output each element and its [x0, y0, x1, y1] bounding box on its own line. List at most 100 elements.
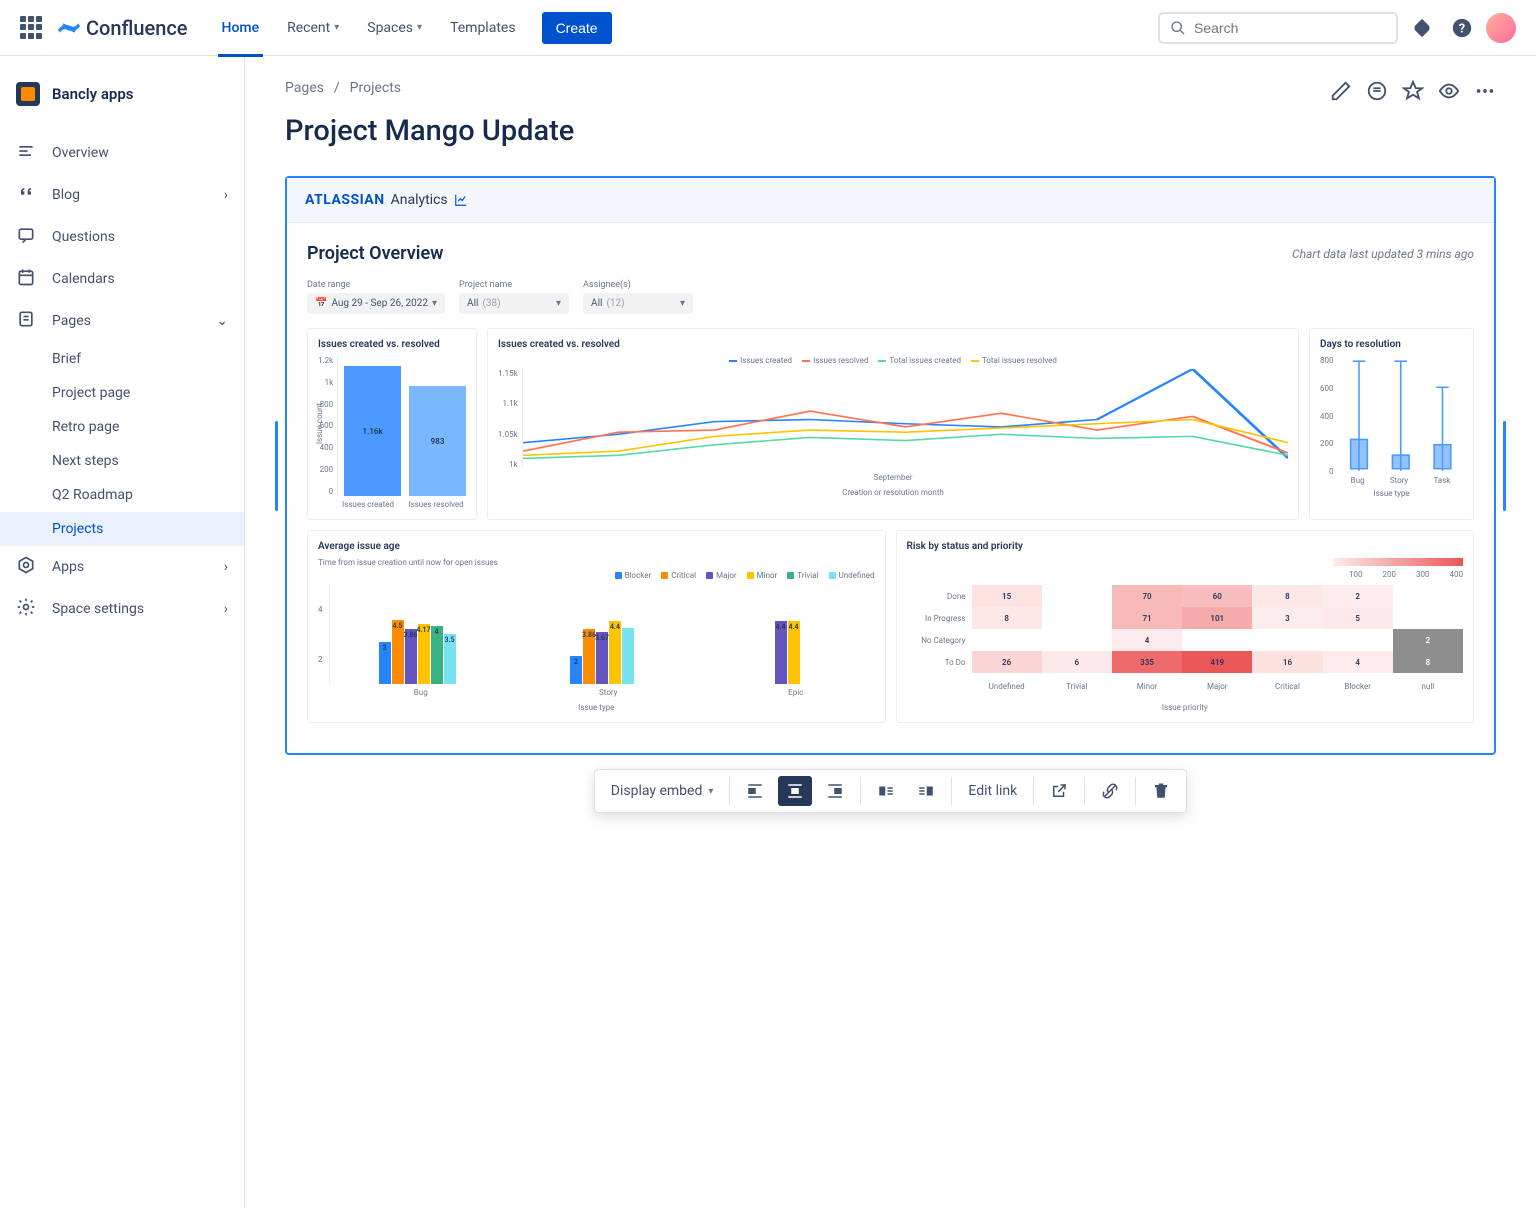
heat-cell: 16 — [1252, 651, 1322, 673]
analytics-label: Analytics — [391, 192, 448, 208]
heat-cell — [1042, 629, 1112, 651]
logo-text: Confluence — [86, 16, 188, 40]
align-left-button[interactable] — [738, 776, 772, 806]
bar-chart-card: Issues created vs. resolved 1.2k1k800600… — [307, 328, 477, 520]
sidebar-item-calendars[interactable]: Calendars — [0, 258, 244, 300]
boxplot-svg — [1338, 356, 1464, 476]
sidebar-page-brief[interactable]: Brief — [0, 342, 244, 376]
date-filter[interactable]: 📅 Aug 29 - Sep 26, 2022▾ — [307, 293, 445, 314]
search-box[interactable] — [1158, 12, 1398, 44]
age-chart-sub: Time from issue creation until now for o… — [318, 558, 875, 567]
breadcrumb: Pages / Projects — [285, 80, 574, 96]
search-input[interactable] — [1194, 20, 1386, 36]
help-icon[interactable]: ? — [1446, 12, 1478, 44]
app-switcher-icon[interactable] — [20, 16, 44, 40]
sidebar-item-blog[interactable]: Blog› — [0, 174, 244, 216]
sidebar-page-next-steps[interactable]: Next steps — [0, 444, 244, 478]
heat-cell: 71 — [1112, 607, 1182, 629]
line-chart-svg — [522, 369, 1288, 469]
sidebar-item-space-settings[interactable]: Space settings› — [0, 588, 244, 630]
assignee-filter[interactable]: All (12)▾ — [583, 293, 693, 314]
sidebar-page-projects[interactable]: Projects — [0, 512, 244, 546]
project-filter-label: Project name — [459, 280, 569, 290]
breadcrumb-pages[interactable]: Pages — [285, 80, 324, 96]
heat-cell: 101 — [1182, 607, 1252, 629]
heat-cell: 4 — [1323, 651, 1393, 673]
bar-chart-title: Issues created vs. resolved — [318, 339, 466, 350]
nav-links: Home Recent▾ Spaces▾ Templates Create — [210, 12, 612, 44]
sidebar-page-q2-roadmap[interactable]: Q2 Roadmap — [0, 478, 244, 512]
delete-button[interactable] — [1144, 776, 1178, 806]
top-nav: Confluence Home Recent▾ Spaces▾ Template… — [0, 0, 1536, 56]
sidebar-item-pages[interactable]: Pages⌄ — [0, 300, 244, 342]
heatmap-card: Risk by status and priority 100200300400… — [896, 530, 1475, 723]
heat-cell — [1042, 607, 1112, 629]
overview-title: Project Overview — [307, 243, 443, 264]
sidebar-item-overview[interactable]: Overview — [0, 132, 244, 174]
line-chart-title: Issues created vs. resolved — [498, 339, 1288, 350]
last-updated: Chart data last updated 3 mins ago — [1292, 247, 1474, 261]
page-actions — [1330, 80, 1496, 106]
resize-handle-left[interactable] — [275, 421, 278, 511]
heat-cell — [1182, 629, 1252, 651]
comment-icon[interactable] — [1366, 80, 1388, 106]
align-right-button[interactable] — [818, 776, 852, 806]
sidebar-item-apps[interactable]: Apps› — [0, 546, 244, 588]
heat-cell: 3 — [1252, 607, 1322, 629]
sidebar-item-questions[interactable]: Questions — [0, 216, 244, 258]
project-filter[interactable]: All (38)▾ — [459, 293, 569, 314]
sidebar-page-retro-page[interactable]: Retro page — [0, 410, 244, 444]
nav-recent[interactable]: Recent▾ — [275, 12, 351, 44]
heat-cell: 6 — [1042, 651, 1112, 673]
resize-handle-right[interactable] — [1503, 421, 1506, 511]
heat-cell: 26 — [972, 651, 1042, 673]
wrap-left-button[interactable] — [869, 776, 903, 806]
notifications-icon[interactable] — [1406, 12, 1438, 44]
heat-cell: 8 — [1252, 585, 1322, 607]
create-button[interactable]: Create — [542, 12, 612, 44]
star-icon[interactable] — [1402, 80, 1424, 106]
align-center-button[interactable] — [778, 776, 812, 806]
assignee-filter-label: Assignee(s) — [583, 280, 693, 290]
heat-cell: 70 — [1112, 585, 1182, 607]
space-icon — [16, 82, 40, 106]
heat-cell: 15 — [972, 585, 1042, 607]
embed-toolbar: Display embed ▾ Edit link — [594, 769, 1187, 813]
page-title: Project Mango Update — [285, 114, 574, 148]
nav-home[interactable]: Home — [210, 12, 272, 44]
edit-link-button[interactable]: Edit link — [960, 777, 1025, 805]
heat-cell: 5 — [1323, 607, 1393, 629]
watch-icon[interactable] — [1438, 80, 1460, 106]
age-chart-title: Average issue age — [318, 541, 875, 552]
atlassian-brand: ATLASSIAN — [305, 192, 385, 208]
heat-cell — [1393, 585, 1463, 607]
more-icon[interactable] — [1474, 80, 1496, 106]
space-header[interactable]: Bancly apps — [0, 74, 244, 114]
user-avatar[interactable] — [1486, 13, 1516, 43]
date-filter-label: Date range — [307, 280, 445, 290]
nav-spaces[interactable]: Spaces▾ — [355, 12, 434, 44]
edit-icon[interactable] — [1330, 80, 1352, 106]
heat-cell — [1323, 629, 1393, 651]
boxplot-card: Days to resolution 8006004002000 — [1309, 328, 1474, 520]
breadcrumb-projects[interactable]: Projects — [350, 80, 401, 96]
display-embed-dropdown[interactable]: Display embed ▾ — [603, 777, 722, 805]
sidebar-page-project-page[interactable]: Project page — [0, 376, 244, 410]
confluence-logo[interactable]: Confluence — [58, 16, 188, 40]
wrap-right-button[interactable] — [909, 776, 943, 806]
filters: Date range 📅 Aug 29 - Sep 26, 2022▾ Proj… — [307, 280, 1474, 314]
heat-cell: 4 — [1112, 629, 1182, 651]
heatmap-title: Risk by status and priority — [907, 541, 1464, 552]
nav-templates[interactable]: Templates — [438, 12, 528, 44]
open-link-button[interactable] — [1042, 776, 1076, 806]
heat-cell: 8 — [1393, 651, 1463, 673]
unlink-button[interactable] — [1093, 776, 1127, 806]
line-chart-card: Issues created vs. resolved Issues creat… — [487, 328, 1299, 520]
heat-cell: 419 — [1182, 651, 1252, 673]
heat-cell — [1393, 607, 1463, 629]
bar: 1.16k — [344, 366, 401, 496]
sidebar: Bancly apps OverviewBlog›QuestionsCalend… — [0, 56, 245, 1208]
heat-cell: 8 — [972, 607, 1042, 629]
space-name: Bancly apps — [52, 85, 134, 103]
confluence-icon — [58, 17, 80, 39]
